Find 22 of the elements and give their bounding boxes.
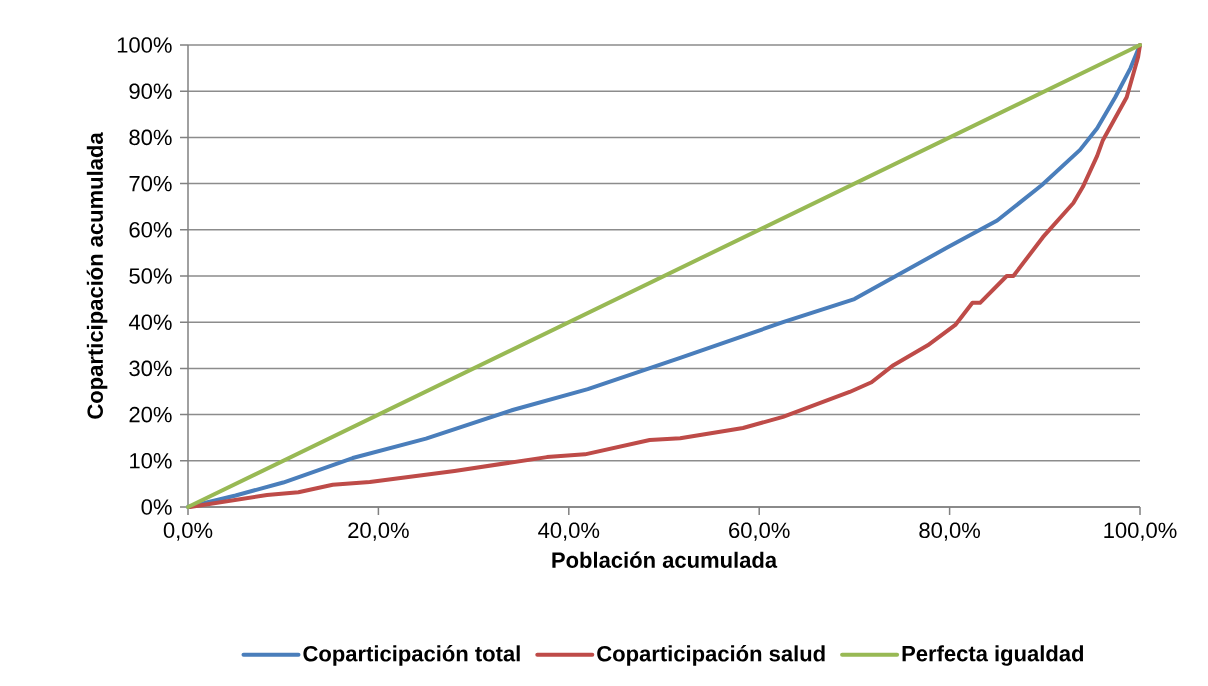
y-tick-label: 20% [129, 406, 172, 423]
x-tick-label: 0,0% [163, 522, 213, 541]
x-tick-label: 100,0% [1104, 522, 1177, 541]
x-tick-label: 40,0% [538, 522, 600, 541]
y-tick-label: 80% [129, 129, 172, 146]
y-tick-label: 90% [129, 83, 172, 99]
x-tick-label: 80,0% [919, 522, 980, 541]
y-tick-label: 50% [129, 268, 172, 284]
legend-label: Coparticipación salud [597, 645, 825, 666]
y-tick-label: 0% [141, 499, 172, 515]
x-tick-label: 20,0% [348, 522, 409, 541]
y-tick-label: 100% [117, 37, 172, 53]
x-tick-label: 60,0% [729, 522, 790, 541]
x-axis-title: Población acumulada [552, 551, 778, 568]
y-tick-label: 70% [129, 175, 172, 192]
y-axis-title: Coparticipación acumulada [86, 132, 108, 419]
y-tick-label: 30% [129, 360, 172, 377]
y-tick-label: 40% [128, 314, 172, 330]
legend-label: Perfecta igualdad [902, 645, 1084, 666]
legend-label: Coparticipación total [303, 645, 520, 666]
y-tick-label: 10% [130, 453, 172, 469]
y-tick-label: 60% [129, 222, 172, 238]
